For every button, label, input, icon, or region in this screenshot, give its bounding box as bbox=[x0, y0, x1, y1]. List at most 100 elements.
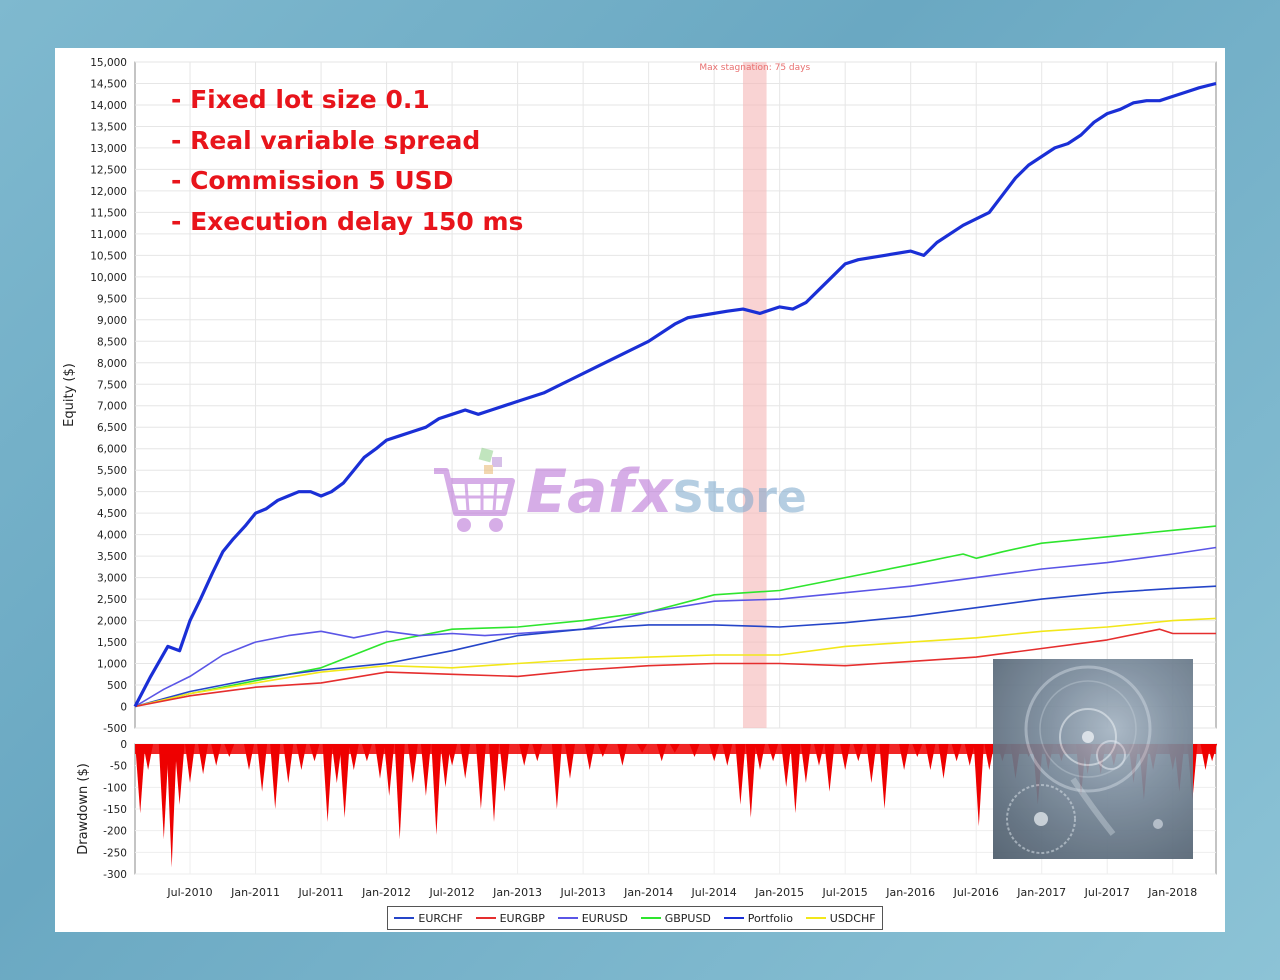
drawdown-spike bbox=[394, 744, 405, 840]
drawdown-spike bbox=[499, 744, 510, 792]
drawdown-spike bbox=[440, 744, 451, 788]
clockwork-photo bbox=[993, 659, 1193, 859]
drawdown-axis-label: Drawdown ($) bbox=[76, 763, 91, 855]
y-tick-label: 5,000 bbox=[97, 487, 127, 499]
y-tick-label: 1,500 bbox=[97, 637, 127, 649]
legend-label: Portfolio bbox=[747, 911, 793, 925]
y-tick-label: 8,500 bbox=[97, 336, 127, 348]
y-tick-label: 9,500 bbox=[97, 293, 127, 305]
y-tick-label: 6,000 bbox=[97, 444, 127, 456]
legend-swatch bbox=[805, 917, 826, 919]
drawdown-spike bbox=[735, 744, 746, 805]
y-tick-label: 13,000 bbox=[90, 143, 127, 155]
y-tick-label: 14,000 bbox=[90, 100, 127, 112]
drawdown-spike bbox=[257, 744, 268, 792]
x-tick-label: Jan-2014 bbox=[623, 886, 673, 899]
note-line: - Real variable spread bbox=[171, 125, 481, 155]
chart-card: Max stagnation: 75 days -500 0 500 1,000 1,5… bbox=[55, 48, 1225, 932]
drawdown-tick-label: -150 bbox=[103, 804, 127, 816]
drawdown-spike bbox=[270, 744, 281, 809]
x-tick-label: Jan-2018 bbox=[1147, 886, 1197, 899]
x-tick-label: Jul-2011 bbox=[297, 886, 343, 899]
note-line: - Execution delay 150 ms bbox=[171, 206, 524, 236]
x-tick-label: Jan-2011 bbox=[230, 886, 280, 899]
x-tick-label: Jul-2013 bbox=[559, 886, 605, 899]
y-tick-label: 14,500 bbox=[90, 78, 127, 90]
drawdown-spike bbox=[431, 744, 442, 835]
legend-item-portfolio: Portfolio bbox=[723, 911, 793, 925]
y-tick-label: 2,000 bbox=[97, 616, 127, 628]
y-tick-label: 11,500 bbox=[90, 207, 127, 219]
x-tick-label: Jul-2015 bbox=[822, 886, 868, 899]
y-tick-label: 10,500 bbox=[90, 250, 127, 262]
legend-label: EURCHF bbox=[418, 911, 463, 925]
drawdown-spike bbox=[174, 744, 185, 805]
drawdown-spike bbox=[166, 744, 177, 868]
x-tick-label: Jul-2014 bbox=[691, 886, 737, 899]
chart-legend: EURCHF EURGBP EURUSD GBPUSD Portfolio USDCHF bbox=[387, 906, 883, 930]
series-line-portfolio bbox=[133, 81, 1217, 708]
drawdown-spike bbox=[475, 744, 486, 809]
note-line: - Commission 5 USD bbox=[171, 166, 454, 195]
drawdown-spike bbox=[745, 744, 756, 818]
series-line-eurgbp bbox=[134, 628, 1216, 708]
y-tick-label: 15,000 bbox=[90, 57, 127, 69]
legend-swatch bbox=[557, 917, 578, 919]
drawdown-spike bbox=[781, 744, 792, 788]
y-tick-label: 11,000 bbox=[90, 229, 127, 241]
drawdown-spike bbox=[322, 744, 333, 822]
note-line: - Fixed lot size 0.1 bbox=[171, 85, 430, 114]
legend-item-eurusd: EURUSD bbox=[557, 911, 628, 925]
drawdown-spike bbox=[339, 744, 350, 818]
y-tick-label: 3,000 bbox=[97, 573, 127, 585]
stagnation-band bbox=[742, 62, 767, 728]
y-tick-label: 12,500 bbox=[90, 164, 127, 176]
drawdown-tick-label: -200 bbox=[103, 826, 127, 838]
y-tick-label: 5,500 bbox=[97, 465, 127, 477]
drawdown-tick-label: -250 bbox=[103, 847, 127, 859]
drawdown-spike bbox=[135, 744, 146, 814]
stagnation-label: Max stagnation: 75 days bbox=[699, 63, 810, 73]
y-tick-label: 13,500 bbox=[90, 121, 127, 133]
y-tick-label: 4,000 bbox=[97, 530, 127, 542]
legend-label: USDCHF bbox=[829, 911, 876, 925]
drawdown-tick-label: -300 bbox=[103, 869, 127, 881]
y-tick-label: 2,500 bbox=[97, 594, 127, 606]
legend-item-eurgbp: EURGBP bbox=[475, 912, 545, 925]
drawdown-spike bbox=[489, 744, 499, 822]
test-conditions-notes: - Fixed lot size 0.1 - Real variable spr… bbox=[171, 80, 523, 242]
x-tick-label: Jan-2017 bbox=[1016, 886, 1066, 899]
y-tick-label: 6,500 bbox=[97, 422, 127, 434]
drawdown-spike bbox=[551, 744, 562, 809]
x-tick-label: Jan-2015 bbox=[754, 886, 804, 899]
x-tick-label: Jul-2010 bbox=[166, 886, 212, 899]
legend-swatch bbox=[640, 917, 661, 919]
x-tick-label: Jul-2012 bbox=[428, 886, 474, 899]
y-tick-label: 7,000 bbox=[97, 401, 127, 413]
y-tick-label: 7,500 bbox=[97, 379, 127, 391]
x-tick-label: Jan-2013 bbox=[492, 886, 542, 899]
plot-area bbox=[134, 61, 1217, 729]
legend-item-eurchf: EURCHF bbox=[394, 911, 463, 925]
legend-item-usdchf: USDCHF bbox=[805, 911, 876, 925]
y-tick-label: 8,000 bbox=[97, 358, 127, 370]
drawdown-spike bbox=[824, 744, 835, 792]
drawdown-spike bbox=[790, 744, 801, 814]
y-tick-label: 0 bbox=[120, 702, 127, 714]
series-line-usdchf bbox=[134, 617, 1217, 708]
y-tick-label: -500 bbox=[103, 723, 127, 735]
y-tick-label: 9,000 bbox=[97, 315, 127, 327]
legend-swatch bbox=[394, 917, 415, 919]
drawdown-tick-label: -50 bbox=[110, 761, 127, 773]
y-axis-label: Equity ($) bbox=[62, 363, 77, 427]
series-line-eurchf bbox=[134, 585, 1217, 708]
y-tick-label: 4,500 bbox=[97, 508, 127, 520]
legend-label: GBPUSD bbox=[664, 911, 711, 925]
x-tick-label: Jan-2016 bbox=[885, 886, 935, 899]
y-tick-label: 500 bbox=[107, 680, 127, 692]
y-tick-label: 10,000 bbox=[90, 272, 127, 284]
drawdown-spike bbox=[158, 744, 169, 840]
legend-swatch bbox=[475, 917, 496, 919]
legend-label: EURUSD bbox=[581, 911, 628, 925]
drawdown-baseline bbox=[135, 744, 1216, 754]
